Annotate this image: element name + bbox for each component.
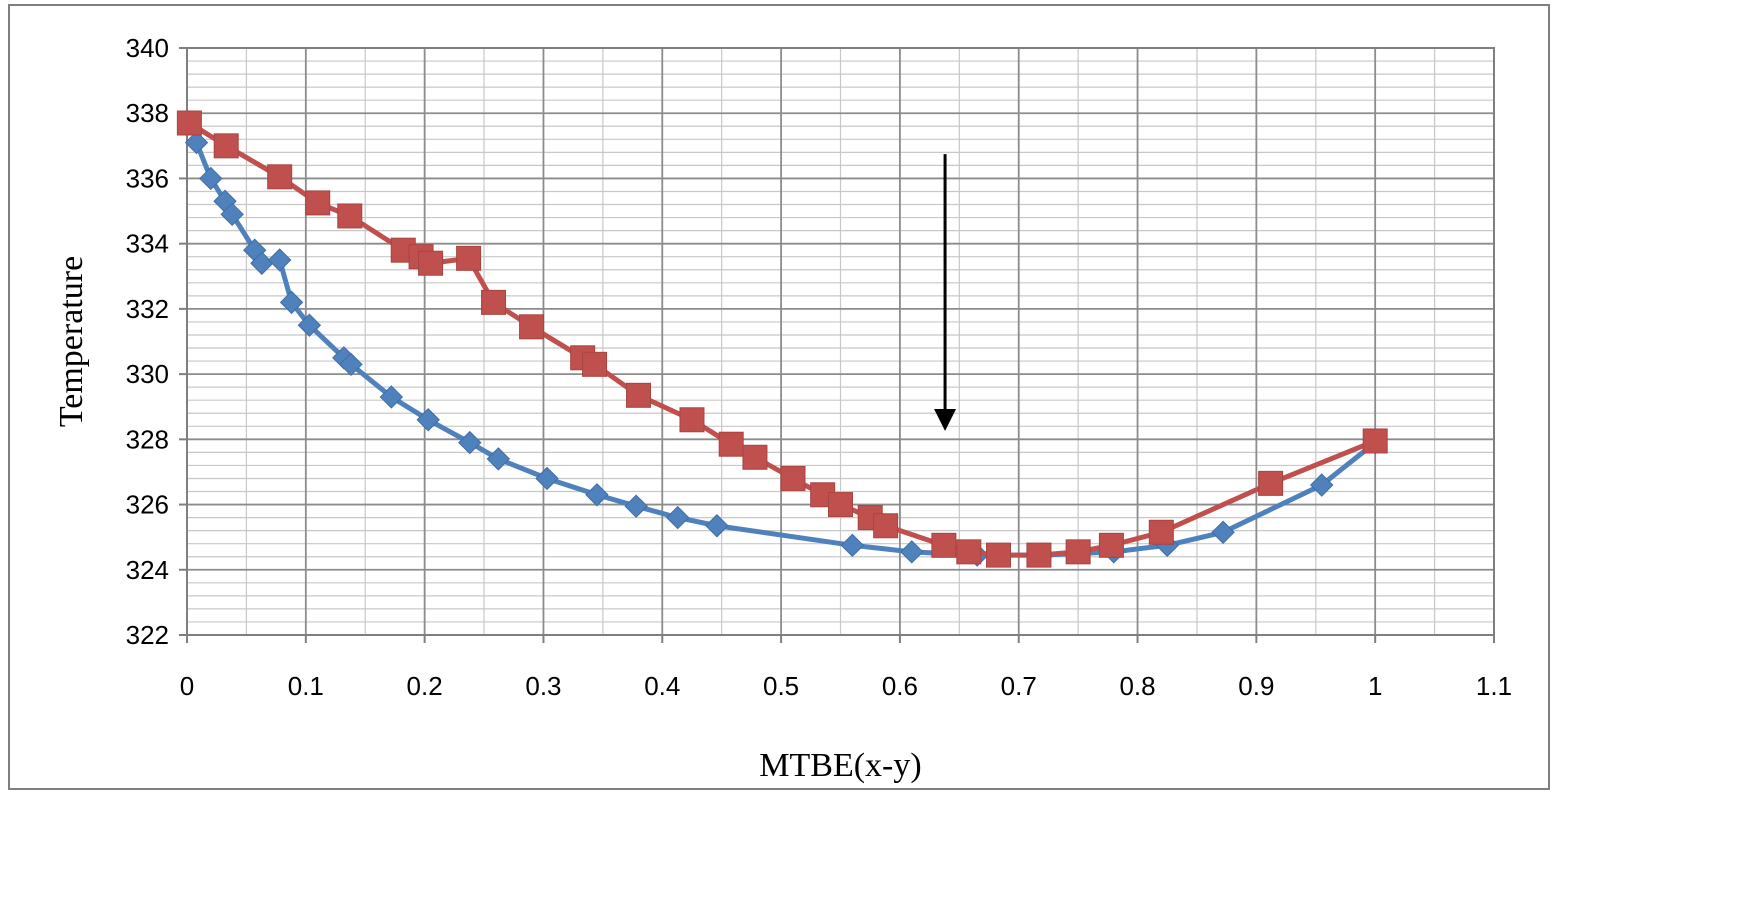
data-point	[931, 532, 957, 558]
data-point	[305, 190, 331, 216]
x-tick-label: 0.2	[407, 671, 443, 701]
x-tick-label: 0.7	[1001, 671, 1037, 701]
data-point	[184, 130, 209, 155]
data-point	[1310, 473, 1334, 497]
y-tick-label: 328	[126, 424, 169, 454]
data-point	[956, 539, 982, 565]
data-point	[900, 540, 924, 564]
y-tick-label: 340	[126, 33, 169, 63]
data-point	[535, 466, 559, 491]
arrow-annotation	[934, 154, 957, 432]
data-point	[416, 408, 440, 432]
data-point	[337, 203, 363, 229]
x-tick-label: 0.4	[644, 671, 680, 701]
data-point	[828, 492, 853, 518]
x-tick-label: 1	[1368, 671, 1382, 701]
data-point	[220, 202, 244, 227]
data-point	[780, 465, 806, 491]
arrow-head	[934, 409, 957, 432]
axes	[179, 47, 1495, 643]
tick-labels: 322 324 326 328 330 332 334 336 338 340 0 0.1 0.2 0.3…	[126, 33, 1512, 701]
data-point	[1211, 520, 1235, 544]
data-point	[1065, 539, 1091, 565]
data-point	[267, 164, 293, 190]
data-point	[519, 314, 545, 340]
data-point	[176, 110, 202, 136]
data-point	[1258, 470, 1284, 496]
annotation-group	[934, 154, 957, 432]
plot-border	[186, 47, 1495, 636]
x-tick-label: 0.3	[525, 671, 561, 701]
x-tick-label: 0.1	[288, 671, 324, 701]
y-tick-label: 322	[126, 620, 169, 650]
y-tick-label: 324	[126, 555, 169, 585]
data-point	[456, 245, 482, 271]
line-chart: 322 324 326 328 330 332 334 336 338 340 0 0.1 0.2 0.3…	[53, 33, 1512, 784]
x-tick-label: 0	[180, 671, 194, 701]
x-tick-label: 0.6	[882, 671, 918, 701]
data-point	[1098, 532, 1124, 558]
data-point	[418, 250, 444, 276]
y-tick-label: 330	[126, 359, 169, 389]
x-tick-label: 0.8	[1119, 671, 1155, 701]
y-axis-title: Temperature	[53, 256, 90, 427]
data-point	[1148, 519, 1174, 545]
data-point	[718, 431, 744, 457]
x-tick-label: 0.5	[763, 671, 799, 701]
chart-frame: 322 324 326 328 330 332 334 336 338 340 0 0.1 0.2 0.3…	[8, 4, 1550, 790]
y-tick-label: 332	[126, 294, 169, 324]
data-point	[486, 447, 511, 471]
data-point	[666, 505, 690, 530]
data-point	[199, 166, 223, 191]
grid	[186, 47, 1495, 636]
data-point	[986, 542, 1012, 568]
data-point	[742, 444, 768, 470]
y-tick-label: 336	[126, 163, 169, 193]
data-point	[679, 407, 705, 433]
data-point	[379, 385, 404, 409]
data-point	[582, 351, 608, 377]
y-tick-label: 338	[126, 98, 169, 128]
data-point	[626, 382, 652, 408]
y-tick-label: 326	[126, 490, 169, 520]
data-point	[840, 533, 865, 558]
data-point	[279, 290, 304, 315]
data-point	[1026, 542, 1052, 568]
x-axis-title: MTBE(x-y)	[759, 747, 921, 784]
data-point	[267, 248, 292, 272]
data-point	[481, 289, 507, 315]
data-point	[458, 430, 482, 455]
series-group	[176, 110, 1388, 568]
data-point	[297, 313, 322, 337]
x-tick-label: 1.1	[1476, 671, 1512, 701]
y-tick-label: 334	[126, 229, 169, 259]
data-point	[585, 483, 609, 507]
data-point	[339, 352, 363, 377]
series-2	[176, 110, 1388, 568]
data-point	[705, 514, 729, 538]
data-point	[1362, 428, 1388, 454]
data-point	[213, 133, 239, 159]
x-tick-label: 0.9	[1238, 671, 1274, 701]
data-point	[873, 513, 899, 539]
data-point	[624, 494, 648, 518]
